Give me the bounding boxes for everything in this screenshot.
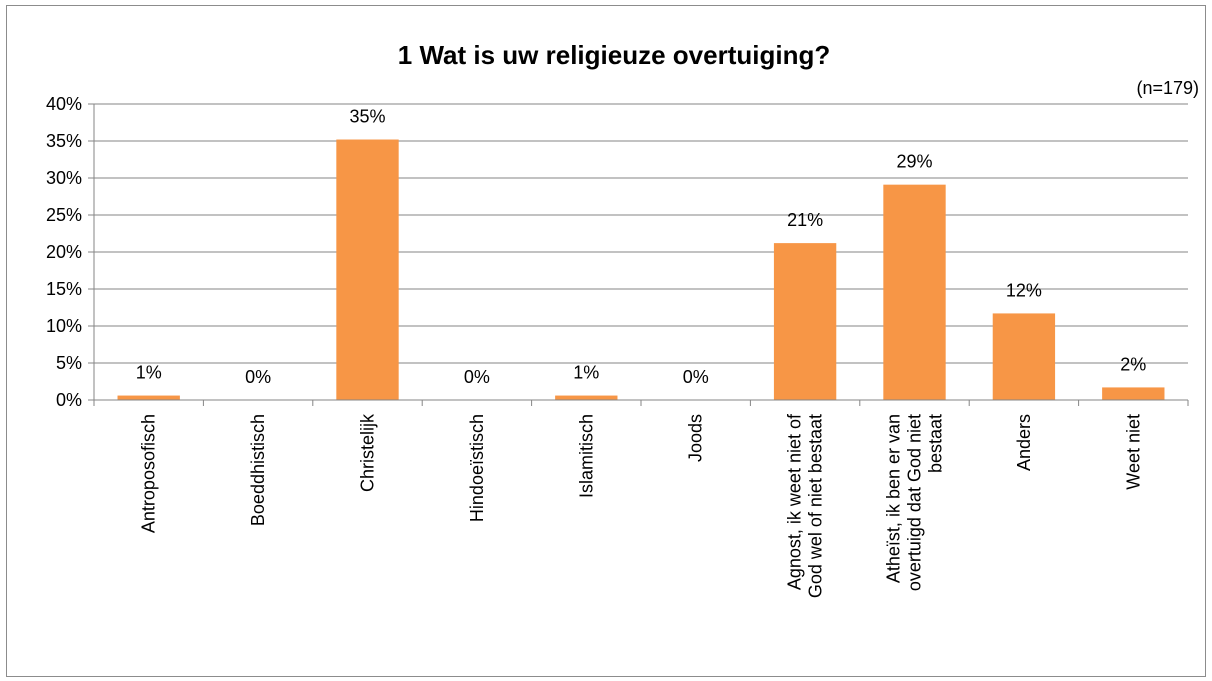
gridlines <box>94 103 1188 364</box>
x-tick-label: overtuigd dat God niet <box>905 414 925 591</box>
y-tick-label: 20% <box>46 242 82 262</box>
y-tick-label: 10% <box>46 316 82 336</box>
data-label: 0% <box>245 367 271 387</box>
chart-subtitle: (n=179) <box>1136 78 1199 98</box>
x-tick-label: Anders <box>1014 414 1034 471</box>
y-tick-label: 35% <box>46 131 82 151</box>
data-label: 29% <box>896 152 932 172</box>
data-label: 35% <box>349 107 385 127</box>
y-tick-label: 5% <box>56 353 82 373</box>
x-tick-label: Antroposofisch <box>139 414 159 533</box>
bar <box>555 395 618 400</box>
bar <box>336 139 399 400</box>
chart-frame: 1 Wat is uw religieuze overtuiging? (n=1… <box>6 5 1206 677</box>
data-label: 0% <box>464 367 490 387</box>
chart-title: 1 Wat is uw religieuze overtuiging? <box>398 40 830 70</box>
data-label: 12% <box>1006 280 1042 300</box>
y-tick-label: 40% <box>46 94 82 114</box>
data-label: 0% <box>683 367 709 387</box>
x-tick-labels: Antroposofisch Boeddhistisch Christelijk Hi… <box>139 413 1144 598</box>
data-label: 21% <box>787 210 823 230</box>
axes <box>88 103 1189 406</box>
y-tick-labels: 0% 5% 10% 15% 20% 25% 30% 35% 40% <box>46 94 82 410</box>
bar-chart: 1 Wat is uw religieuze overtuiging? (n=1… <box>46 40 1199 598</box>
bar <box>992 313 1056 400</box>
y-tick-label: 30% <box>46 168 82 188</box>
bar <box>883 184 946 400</box>
bar <box>117 395 180 400</box>
x-tick-label: Christelijk <box>358 413 378 492</box>
y-tick-label: 15% <box>46 279 82 299</box>
data-label: 1% <box>573 363 599 383</box>
x-tick-label: Atheïst, ik ben er van <box>884 414 904 583</box>
y-tick-label: 0% <box>56 390 82 410</box>
x-tick-label: Hindoeïstisch <box>467 414 487 522</box>
bar <box>1102 387 1165 400</box>
x-tick-label: Islamitisch <box>576 414 596 498</box>
data-label: 1% <box>136 363 162 383</box>
data-label: 2% <box>1120 354 1146 374</box>
x-tick-label: bestaat <box>926 414 946 473</box>
data-labels: 1% 0% 35% 0% 1% 0% 21% 29% 12% 2% <box>136 107 1147 387</box>
x-tick-label: Boeddhistisch <box>248 414 268 526</box>
x-tick-label: Agnost, ik weet niet of <box>785 413 805 590</box>
y-tick-label: 25% <box>46 205 82 225</box>
x-tick-label: God wel of niet bestaat <box>806 414 826 598</box>
bar <box>773 243 837 400</box>
x-tick-label: Weet niet <box>1123 414 1143 490</box>
bars <box>117 139 1165 400</box>
x-tick-label: Joods <box>686 414 706 462</box>
